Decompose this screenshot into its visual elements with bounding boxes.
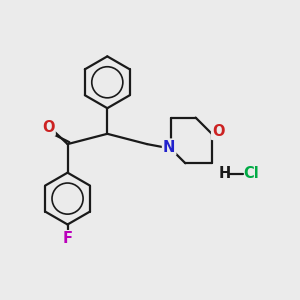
Text: O: O bbox=[42, 120, 55, 135]
Text: N: N bbox=[163, 140, 175, 154]
Text: Cl: Cl bbox=[244, 166, 260, 181]
Text: H: H bbox=[219, 166, 231, 181]
Text: O: O bbox=[212, 124, 225, 139]
Text: F: F bbox=[63, 231, 73, 246]
